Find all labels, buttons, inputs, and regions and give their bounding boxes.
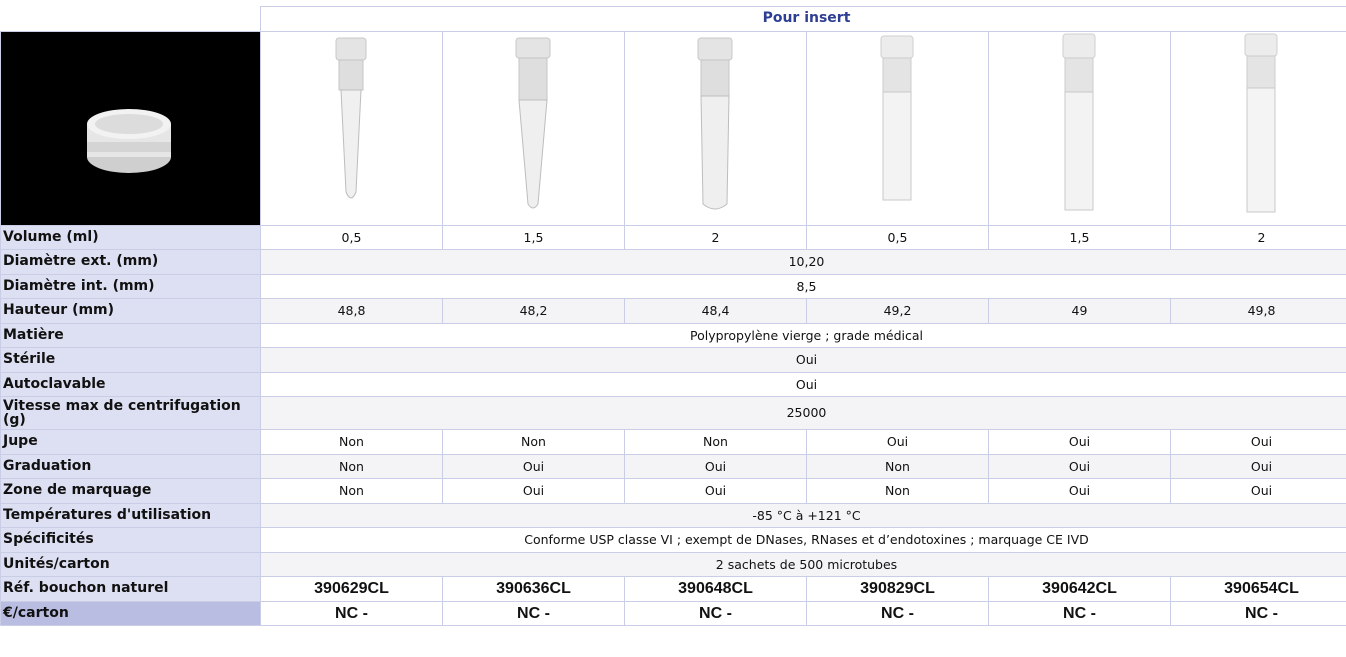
cap-photo — [0, 31, 261, 226]
volume-cell: 0,5 — [806, 224, 989, 251]
group-header: Pour insert — [260, 6, 1346, 32]
ref-cell: 390636CL — [442, 576, 625, 602]
row-label-volume: Volume (ml) — [0, 224, 261, 251]
marquage-cell: Oui — [624, 478, 807, 504]
volume-cell: 1,5 — [442, 224, 625, 251]
tube-image-2 — [515, 37, 551, 209]
ref-cell: 390642CL — [988, 576, 1171, 602]
tube-image-4 — [880, 35, 914, 201]
ref-cell: 390629CL — [260, 576, 443, 602]
tube-photo-5 — [988, 31, 1171, 226]
graduation-cell: Oui — [988, 453, 1171, 480]
sterile-cell: Oui — [260, 347, 1346, 373]
marquage-cell: Non — [806, 478, 989, 504]
prix-cell: NC - — [260, 600, 443, 627]
jupe-cell: Non — [624, 429, 807, 455]
marquage-cell: Oui — [1170, 478, 1346, 504]
volume-cell: 2 — [1170, 224, 1346, 251]
row-label-unites: Unités/carton — [0, 551, 261, 578]
row-label-marquage: Zone de marquage — [0, 478, 261, 504]
tube-image-6 — [1244, 33, 1278, 213]
row-label-vitesse: Vitesse max de centrifugation (g) — [0, 396, 261, 431]
tube-photo-6 — [1170, 31, 1346, 226]
volume-cell: 1,5 — [988, 224, 1171, 251]
prix-cell: NC - — [442, 600, 625, 627]
tube-photo-2 — [442, 31, 625, 226]
matiere-cell: Polypropylène vierge ; grade médical — [260, 322, 1346, 349]
row-label-diam-int: Diamètre int. (mm) — [0, 273, 261, 300]
autoclavable-cell: Oui — [260, 371, 1346, 398]
ref-cell: 390648CL — [624, 576, 807, 602]
tube-photo-3 — [624, 31, 807, 226]
hauteur-cell: 49 — [988, 298, 1171, 324]
graduation-cell: Non — [260, 453, 443, 480]
hauteur-cell: 49,2 — [806, 298, 989, 324]
volume-cell: 2 — [624, 224, 807, 251]
vitesse-cell: 25000 — [260, 396, 1346, 431]
diam-ext-cell: 10,20 — [260, 249, 1346, 275]
header-blank — [0, 6, 261, 32]
tube-photo-1 — [260, 31, 443, 226]
row-label-ref: Réf. bouchon naturel — [0, 576, 261, 602]
graduation-cell: Oui — [442, 453, 625, 480]
tube-image-5 — [1062, 33, 1096, 211]
ref-cell: 390654CL — [1170, 576, 1346, 602]
unites-cell: 2 sachets de 500 microtubes — [260, 551, 1346, 578]
prix-cell: NC - — [1170, 600, 1346, 627]
hauteur-cell: 49,8 — [1170, 298, 1346, 324]
graduation-cell: Non — [806, 453, 989, 480]
cap-image — [1, 32, 260, 222]
ref-cell: 390829CL — [806, 576, 989, 602]
row-label-graduation: Graduation — [0, 453, 261, 480]
prix-cell: NC - — [624, 600, 807, 627]
volume-cell: 0,5 — [260, 224, 443, 251]
tube-image-3 — [697, 37, 733, 210]
product-spec-table: Pour insert — [0, 6, 1346, 627]
row-label-matiere: Matière — [0, 322, 261, 349]
row-label-prix: €/carton — [0, 600, 261, 627]
row-label-autoclavable: Autoclavable — [0, 371, 261, 398]
row-label-hauteur: Hauteur (mm) — [0, 298, 261, 324]
row-label-sterile: Stérile — [0, 347, 261, 373]
row-label-specificites: Spécificités — [0, 527, 261, 553]
specificites-cell: Conforme USP classe VI ; exempt de DNase… — [260, 527, 1346, 553]
jupe-cell: Oui — [988, 429, 1171, 455]
hauteur-cell: 48,4 — [624, 298, 807, 324]
prix-cell: NC - — [988, 600, 1171, 627]
row-label-jupe: Jupe — [0, 429, 261, 455]
jupe-cell: Oui — [806, 429, 989, 455]
graduation-cell: Oui — [1170, 453, 1346, 480]
hauteur-cell: 48,8 — [260, 298, 443, 324]
tube-image-1 — [335, 37, 367, 199]
tube-photo-4 — [806, 31, 989, 226]
graduation-cell: Oui — [624, 453, 807, 480]
hauteur-cell: 48,2 — [442, 298, 625, 324]
row-label-temperatures: Températures d'utilisation — [0, 502, 261, 529]
marquage-cell: Oui — [988, 478, 1171, 504]
jupe-cell: Oui — [1170, 429, 1346, 455]
row-label-diam-ext: Diamètre ext. (mm) — [0, 249, 261, 275]
marquage-cell: Non — [260, 478, 443, 504]
prix-cell: NC - — [806, 600, 989, 627]
diam-int-cell: 8,5 — [260, 273, 1346, 300]
temperatures-cell: -85 °C à +121 °C — [260, 502, 1346, 529]
marquage-cell: Oui — [442, 478, 625, 504]
jupe-cell: Non — [260, 429, 443, 455]
jupe-cell: Non — [442, 429, 625, 455]
